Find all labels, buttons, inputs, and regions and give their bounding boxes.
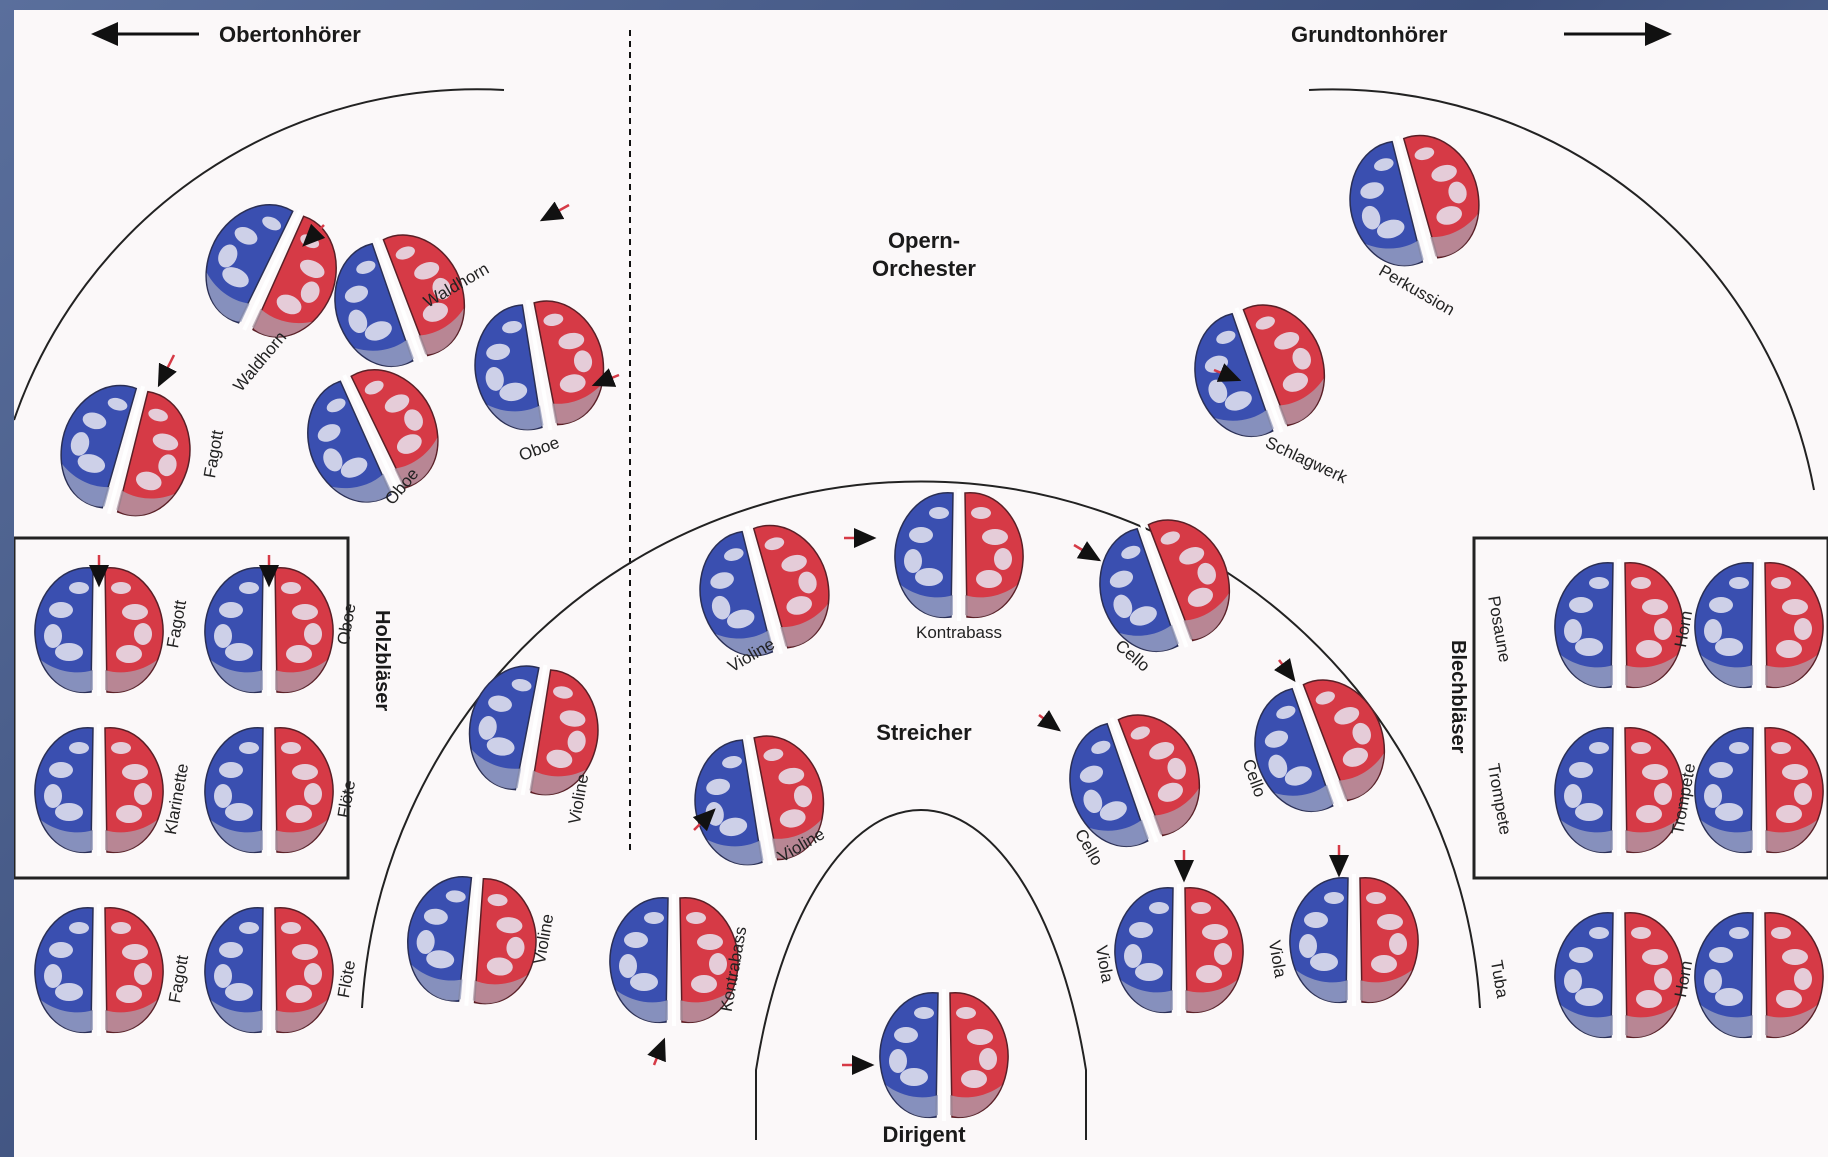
brain-instrument-label: Fagott <box>200 428 227 479</box>
brain-instrument-label: Posaune <box>1484 594 1514 663</box>
brain-scan <box>1289 874 1419 1006</box>
overtone-listener-label: Obertonhörer <box>219 22 361 47</box>
brain-instrument-label: Klarinette <box>161 762 192 836</box>
brain-scan <box>1554 559 1684 691</box>
orchestra-brain-diagram: Obertonhörer Grundtonhörer Opern- Orches… <box>14 22 1828 1147</box>
brain-instrument-label: Tuba <box>1487 959 1512 1000</box>
opera-orchestra-label-line1: Opern- <box>888 228 960 253</box>
brain-instrument-label: Viola <box>1092 944 1117 985</box>
brain-scan <box>1254 679 1386 813</box>
brain-scan <box>1694 724 1824 856</box>
brain-scan <box>609 894 739 1026</box>
brain-instrument-label: Schlagwerk <box>1262 433 1350 488</box>
brain-scan <box>468 664 599 796</box>
brain-scan <box>1069 714 1201 848</box>
pointer-arrow-icon <box>591 368 620 387</box>
left-outer-arc <box>14 88 505 421</box>
opera-orchestra-label-line2: Orchester <box>872 256 976 281</box>
brain-scan <box>1694 559 1824 691</box>
brain-scan <box>204 564 334 696</box>
strings-label: Streicher <box>876 720 972 745</box>
brain-scan <box>699 524 830 657</box>
pointer-arrow-icon <box>647 1037 666 1066</box>
brain-scan <box>1694 909 1824 1041</box>
conductor-label: Dirigent <box>882 1122 966 1147</box>
brain-instrument-label: Oboe <box>516 433 562 465</box>
brain-scan <box>205 204 337 338</box>
strings-arc <box>361 480 1481 1009</box>
fundamental-listener-label: Grundtonhörer <box>1291 22 1448 47</box>
brass-box <box>1472 536 1828 880</box>
brain-scan <box>1114 884 1244 1016</box>
woodwinds-label: Holzbläser <box>371 610 393 711</box>
pointer-arrow-icon <box>157 354 177 388</box>
brain-scan <box>1554 909 1684 1041</box>
brain-instrument-label: Flöte <box>334 779 359 820</box>
pointer-arrow-icon <box>1037 710 1061 732</box>
brain-instrument-label: Kontrabass <box>916 623 1002 642</box>
woodwind-box <box>14 536 350 880</box>
pointer-arrow-icon <box>692 808 716 832</box>
brain-instrument-label: Viola <box>1265 939 1290 980</box>
brain-instrument-label: Oboe <box>334 602 360 646</box>
brain-instrument-label: Fagott <box>165 953 192 1004</box>
pointer-arrow-icon <box>302 223 326 247</box>
brain-scan <box>407 874 537 1006</box>
brain-instrument-label: Trompete <box>1484 762 1515 836</box>
brain-scan <box>307 369 439 503</box>
brain-scan <box>204 724 334 856</box>
brain-scan <box>1554 724 1684 856</box>
brain-scan <box>1349 134 1480 267</box>
brain-scan <box>34 724 164 856</box>
brain-instrument-label: Violine <box>530 912 558 965</box>
brain-scan <box>204 904 334 1036</box>
brain-scan <box>334 234 466 368</box>
diagram-panel: Obertonhörer Grundtonhörer Opern- Orches… <box>14 10 1828 1157</box>
pointer-arrow-icon <box>539 201 570 222</box>
pointer-arrow-icon <box>1274 658 1296 682</box>
brain-instrument-label: Fagott <box>163 598 190 649</box>
brain-scan <box>34 564 164 696</box>
pointer-arrow-icon <box>1073 541 1102 562</box>
brain-scan <box>60 384 191 517</box>
brain-instrument-label: Flöte <box>334 959 359 1000</box>
brain-scan <box>894 489 1024 621</box>
brain-scan <box>1099 519 1231 653</box>
conductor-arc <box>755 809 1087 1140</box>
brain-instrument-label: Waldhorn <box>229 328 290 395</box>
pointer-arrow-icon <box>1213 363 1242 382</box>
brain-instrument-label: Perkussion <box>1376 261 1458 320</box>
right-outer-arc <box>1308 88 1815 491</box>
brain-scan <box>694 734 825 866</box>
brass-label: Blechbläser <box>1447 640 1469 754</box>
brain-scan <box>879 989 1009 1121</box>
brain-scan <box>1194 304 1326 438</box>
brain-scan <box>474 299 605 431</box>
brain-scan <box>34 904 164 1036</box>
